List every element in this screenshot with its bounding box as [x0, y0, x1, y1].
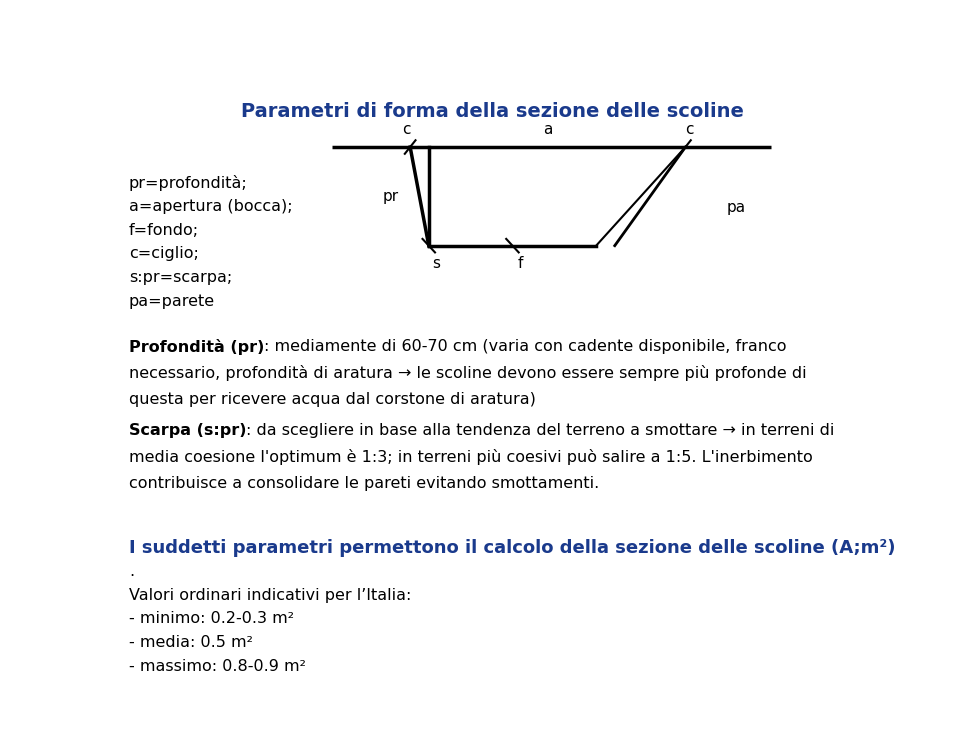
Text: Scarpa (s:pr): Scarpa (s:pr) [129, 422, 247, 438]
Text: : da scegliere in base alla tendenza del terreno a smottare → in terreni di: : da scegliere in base alla tendenza del… [247, 422, 835, 438]
Text: - minimo: 0.2-0.3 m²: - minimo: 0.2-0.3 m² [129, 611, 294, 627]
Text: contribuisce a consolidare le pareti evitando smottamenti.: contribuisce a consolidare le pareti evi… [129, 476, 599, 490]
Text: c: c [684, 122, 693, 137]
Text: c: c [402, 122, 411, 137]
Text: pa: pa [727, 200, 746, 215]
Text: Valori ordinari indicativi per l’Italia:: Valori ordinari indicativi per l’Italia: [129, 588, 411, 602]
Text: f=fondo;: f=fondo; [129, 223, 199, 238]
Text: Profondità (pr): Profondità (pr) [129, 339, 264, 355]
Text: s: s [432, 255, 441, 271]
Text: s:pr=scarpa;: s:pr=scarpa; [129, 270, 232, 285]
Text: a=apertura (bocca);: a=apertura (bocca); [129, 199, 293, 214]
Text: c=ciglio;: c=ciglio; [129, 246, 199, 261]
Text: .: . [129, 564, 134, 579]
Text: : mediamente di 60-70 cm (varia con cadente disponibile, franco: : mediamente di 60-70 cm (varia con cade… [264, 339, 787, 354]
Text: f: f [517, 255, 522, 271]
Text: - massimo: 0.8-0.9 m²: - massimo: 0.8-0.9 m² [129, 659, 306, 674]
Text: questa per ricevere acqua dal corstone di aratura): questa per ricevere acqua dal corstone d… [129, 392, 536, 407]
Text: I suddetti parametri permettono il calcolo della sezione delle scoline (A;m²): I suddetti parametri permettono il calco… [129, 539, 896, 557]
Text: Parametri di forma della sezione delle scoline: Parametri di forma della sezione delle s… [241, 102, 743, 121]
Text: pa=parete: pa=parete [129, 294, 215, 309]
Text: pr=profondità;: pr=profondità; [129, 175, 248, 191]
Text: pr: pr [383, 189, 399, 203]
Text: a: a [543, 122, 553, 137]
Text: media coesione l'optimum è 1:3; in terreni più coesivi può salire a 1:5. L'inerb: media coesione l'optimum è 1:3; in terre… [129, 449, 813, 465]
Text: - media: 0.5 m²: - media: 0.5 m² [129, 635, 252, 650]
Text: necessario, profondità di aratura → le scoline devono essere sempre più profonde: necessario, profondità di aratura → le s… [129, 365, 806, 381]
